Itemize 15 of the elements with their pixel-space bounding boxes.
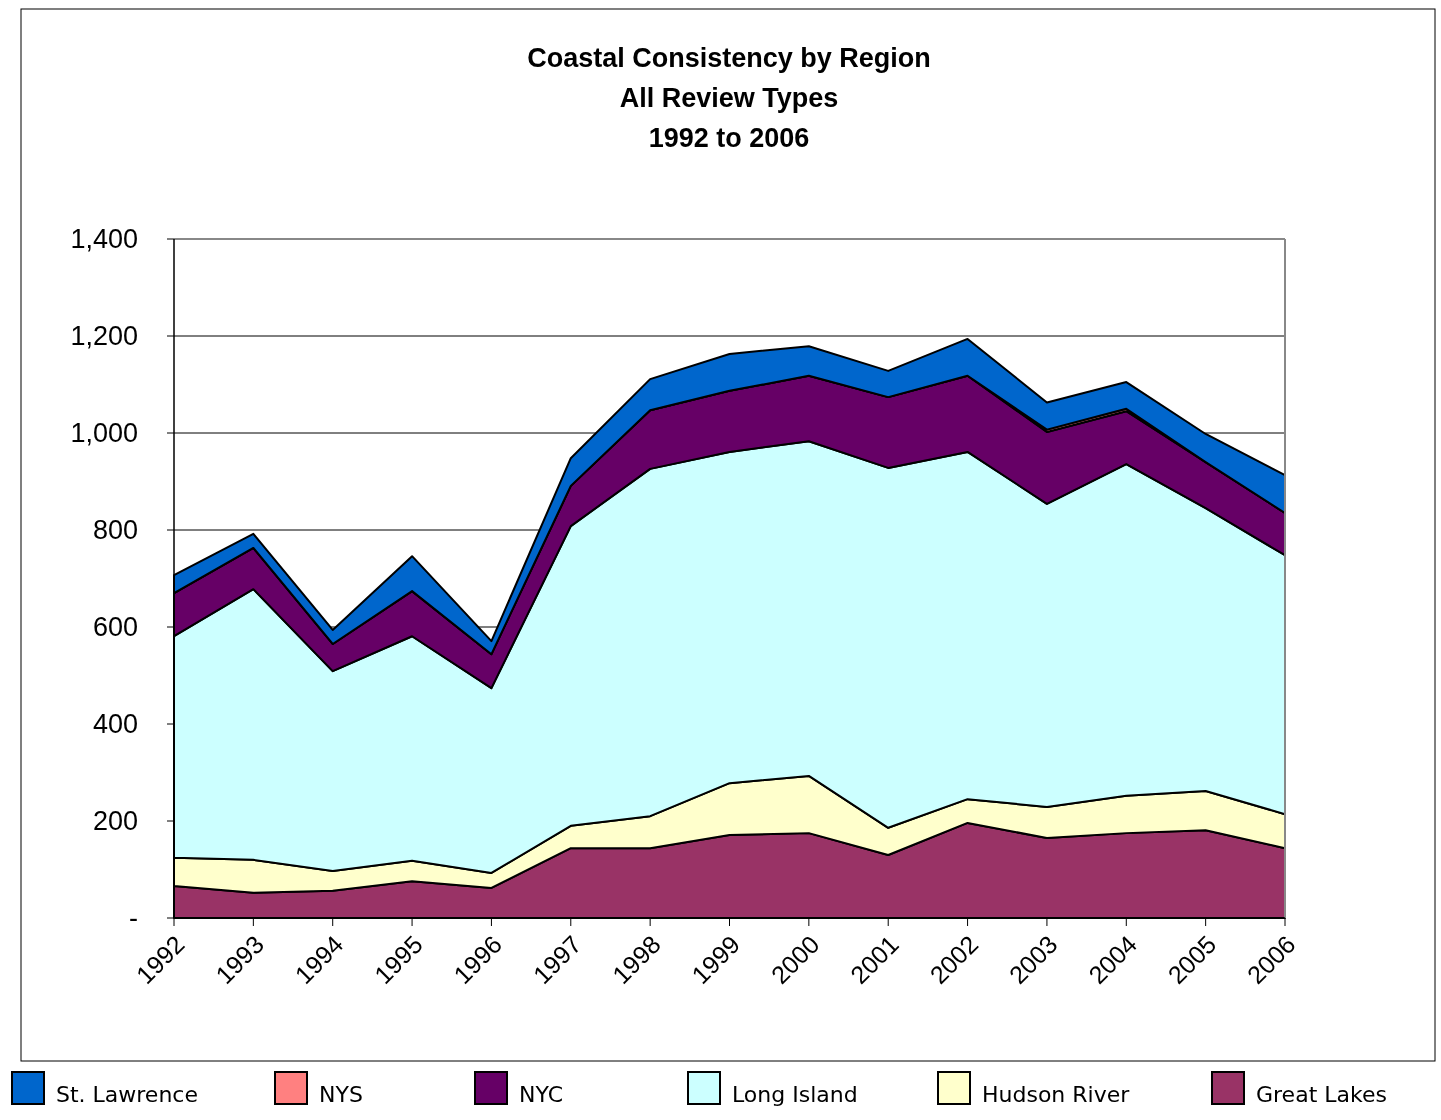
y-tick-label: 1,000: [70, 418, 138, 449]
y-tick-label: 800: [92, 515, 138, 546]
legend-label: NYS: [319, 1082, 363, 1107]
legend-label: NYC: [519, 1082, 564, 1107]
y-tick-label: 600: [92, 612, 138, 643]
legend-label: St. Lawrence: [56, 1082, 198, 1107]
legend-label: Great Lakes: [1256, 1082, 1387, 1107]
chart-title: Coastal Consistency by Region All Review Types 1992 to 2006: [527, 43, 931, 153]
y-tick-label: 1,400: [70, 224, 138, 255]
legend-label: Hudson River: [982, 1082, 1131, 1107]
y-tick-label: -: [129, 903, 138, 934]
legend-label: Long Island: [732, 1082, 858, 1107]
y-tick-label: 200: [92, 806, 138, 837]
y-tick-label: 1,200: [70, 321, 138, 352]
y-tick-label: 400: [92, 709, 138, 740]
